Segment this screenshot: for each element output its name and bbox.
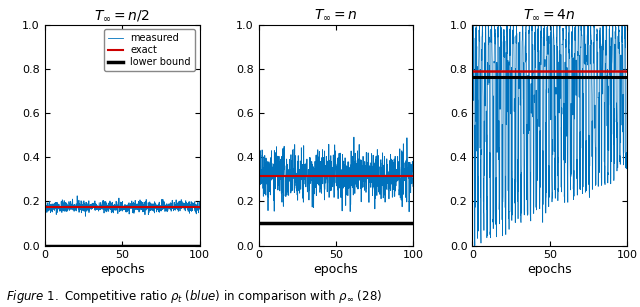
X-axis label: epochs: epochs [100,263,145,276]
measured [410,183,417,187]
measured [589,60,597,64]
measured [593,70,600,73]
measured [164,205,172,209]
exact [42,205,50,209]
exact [468,69,476,73]
Title: $T_{\infty} = n$: $T_{\infty} = n$ [314,8,358,22]
measured [147,206,155,210]
lower bound [468,75,476,78]
measured [484,43,492,46]
X-axis label: epochs: epochs [314,263,358,276]
lower bound [255,222,262,225]
measured [361,180,369,184]
X-axis label: epochs: epochs [527,263,572,276]
measured [109,205,117,209]
measured [531,23,539,26]
Line: measured: measured [45,25,200,216]
Line: measured: measured [259,25,413,212]
measured [476,23,483,26]
Title: $T_{\infty} = n/2$: $T_{\infty} = n/2$ [94,8,150,22]
measured [405,210,413,214]
exact [470,69,477,73]
exact [255,174,262,178]
measured [196,204,204,207]
measured [255,23,262,26]
measured [575,62,583,66]
measured [57,206,65,210]
measured [468,135,476,139]
Text: $\mathit{Figure\ 1.}$ Competitive ratio $\rho_t$ ($\mathit{blue}$) in comparison: $\mathit{Figure\ 1.}$ Competitive ratio … [6,289,383,305]
Legend: measured, exact, lower bound: measured, exact, lower bound [104,29,195,71]
exact [41,205,49,209]
measured [41,23,49,26]
measured [271,149,278,153]
lower bound [256,222,264,225]
lower bound [42,244,50,247]
measured [378,184,386,188]
measured [162,204,170,208]
measured [470,244,478,247]
measured [104,203,111,207]
lower bound [41,244,49,247]
measured [623,75,631,79]
measured [537,63,545,67]
measured [81,214,89,218]
measured [317,162,325,166]
Title: $T_{\infty} = 4n$: $T_{\infty} = 4n$ [524,8,576,22]
measured [323,166,331,170]
measured [376,183,383,186]
exact [256,174,264,178]
Line: measured: measured [472,25,627,246]
lower bound [470,75,477,78]
